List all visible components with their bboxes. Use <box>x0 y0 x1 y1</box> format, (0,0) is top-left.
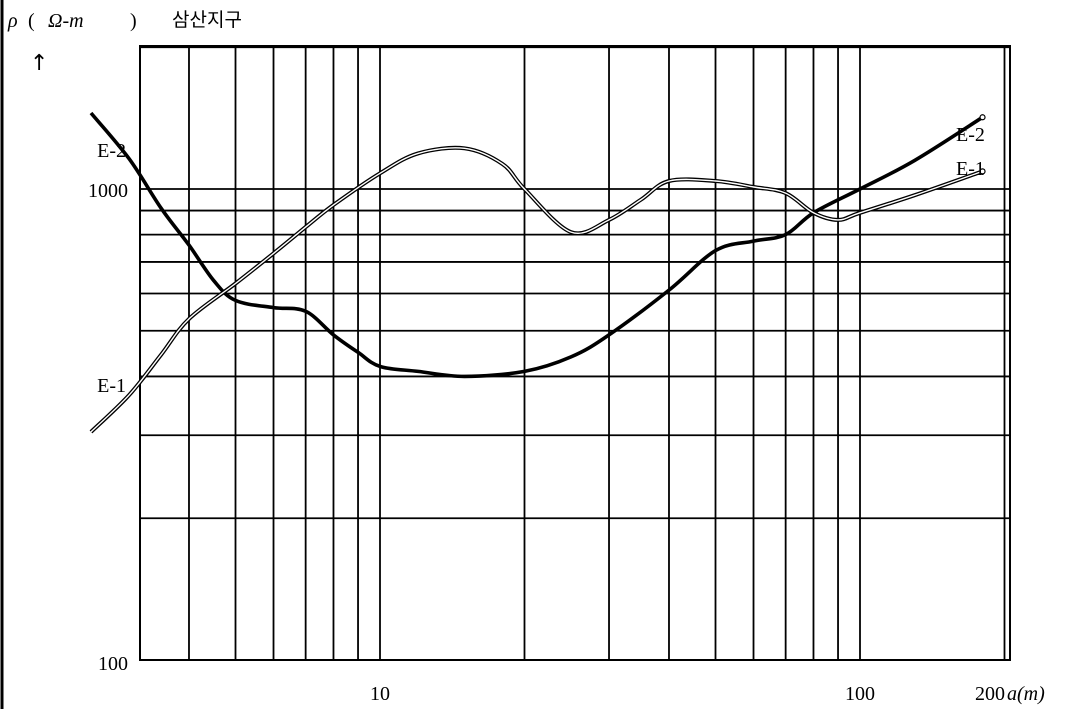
y-axis-symbol: ρ <box>7 10 18 32</box>
y-axis-unit: Ω-m <box>48 10 84 32</box>
tick-layer: 1000 100 10 100 200 a(m) <box>88 180 1045 705</box>
x-tick-label-100: 100 <box>845 683 875 705</box>
series-e1-line <box>89 145 984 434</box>
e2-end-label: E-2 <box>956 124 985 146</box>
plot-frame <box>139 45 1011 661</box>
grid-layer <box>140 46 1010 660</box>
x-tick-label-10: 10 <box>370 683 390 705</box>
e1-end-label: E-1 <box>956 158 985 180</box>
chart-title: 삼산지구 <box>172 9 242 31</box>
series-e1-end-point <box>979 168 986 175</box>
series-layer <box>89 111 986 434</box>
series-e2-line <box>89 111 984 379</box>
series-e1-line-core <box>90 147 983 433</box>
x-axis-end-label-unit: a(m) <box>1007 683 1045 705</box>
y-tick-label-1000: 1000 <box>88 180 128 202</box>
y-axis-arrow: ↑ <box>30 51 48 76</box>
x-axis-end-label-number: 200 <box>975 683 1005 705</box>
e2-start-label: E-2 <box>97 140 126 162</box>
y-axis-paren-open: ( <box>28 10 35 32</box>
y-axis-paren-close: ) <box>130 10 137 32</box>
series-e2-end-point <box>979 114 986 121</box>
e1-start-label: E-1 <box>97 375 126 397</box>
y-tick-label-100: 100 <box>98 653 128 675</box>
